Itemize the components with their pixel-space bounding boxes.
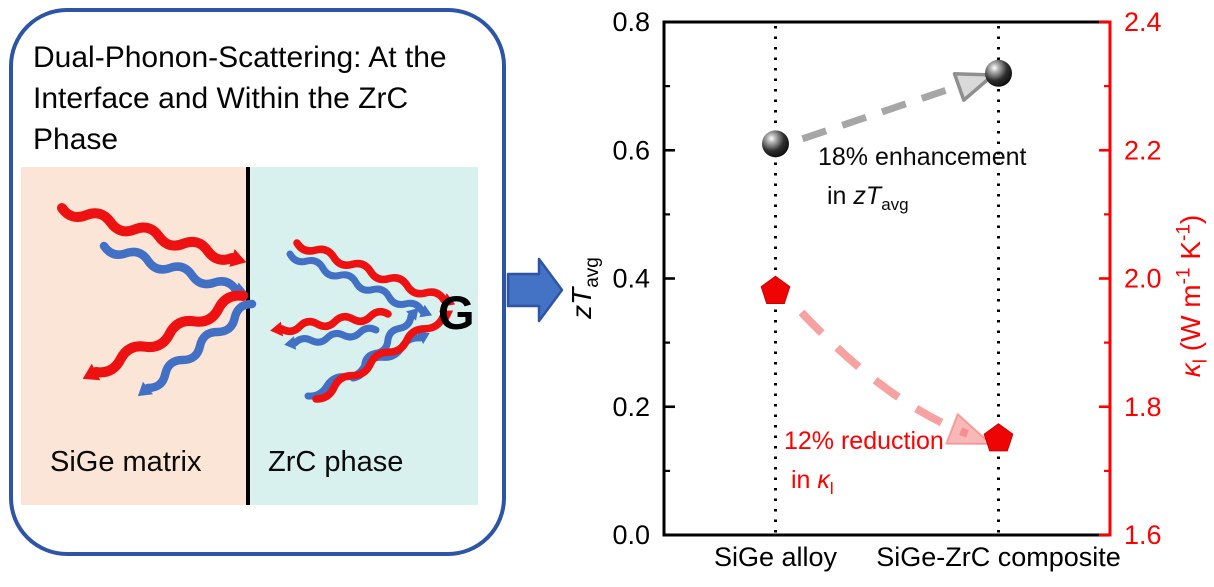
zt-data-point-0 — [762, 130, 789, 158]
y-right-axis-ticks: 1.6 1.8 2.0 2.2 2.4 — [1099, 7, 1162, 550]
kappa-annotation-line1: 12% reduction — [784, 427, 944, 455]
y-right-sup1: -1 — [1173, 267, 1195, 285]
svg-text:0.2: 0.2 — [612, 392, 650, 422]
svg-text:0.8: 0.8 — [612, 7, 650, 37]
kappa-annotation-sub: l — [829, 479, 834, 498]
y-right-subscript: l — [1190, 359, 1212, 364]
svg-text:1.6: 1.6 — [1124, 520, 1162, 550]
y-right-units2: K — [1174, 240, 1206, 268]
plot-spines — [662, 20, 1112, 537]
zt-data-point-1 — [985, 59, 1012, 87]
y-right-units: (W m — [1174, 284, 1206, 360]
y-axis-label-right: κl (W m-1 K-1) — [1174, 215, 1213, 378]
y-left-symbol: zT — [566, 287, 598, 319]
svg-text:1.8: 1.8 — [1124, 392, 1162, 422]
y-left-axis-ticks: 0.0 0.2 0.4 0.6 0.8 — [612, 7, 675, 550]
interface-line — [246, 167, 250, 505]
svg-text:SiGe alloy: SiGe alloy — [714, 542, 838, 572]
flow-arrow-icon — [506, 257, 564, 323]
kappa-annotation-line2: in κl — [791, 466, 834, 499]
kappa-annotation-symbol: κ — [817, 466, 830, 494]
svg-text:0.4: 0.4 — [612, 264, 650, 294]
sige-matrix-label: SiGe matrix — [50, 446, 202, 478]
kappa-data-point-1 — [983, 423, 1014, 452]
svg-text:2.2: 2.2 — [1124, 135, 1162, 165]
y-right-units3: ) — [1174, 214, 1206, 225]
svg-text:2.4: 2.4 — [1124, 7, 1162, 37]
zt-annotation-sub: avg — [881, 195, 909, 214]
svg-text:0.6: 0.6 — [612, 135, 650, 165]
zt-annotation-line2: in zTavg — [827, 182, 909, 215]
kappa-trend-arrow — [798, 309, 992, 445]
zt-annotation-symbol: zT — [853, 182, 882, 210]
y-axis-label-left: zTavg — [566, 257, 604, 319]
kappa-annotation-prefix: in — [791, 466, 818, 494]
g-point-label: G — [438, 286, 475, 339]
svg-text:2.0: 2.0 — [1124, 264, 1162, 294]
category-dotted-lines — [774, 26, 1000, 534]
panel-title: Dual-Phonon-Scattering: At the Interface… — [33, 41, 447, 156]
zt-annotation-line1: 18% enhancement — [818, 143, 1027, 171]
svg-text:0.0: 0.0 — [612, 520, 650, 550]
y-left-subscript: avg — [581, 257, 603, 288]
zt-annotation-prefix: in — [827, 182, 854, 210]
kappa-data-point-0 — [760, 275, 791, 304]
zrc-phase-label: ZrC phase — [268, 446, 404, 478]
y-right-symbol: κ — [1174, 363, 1206, 378]
svg-text:SiGe-ZrC composite: SiGe-ZrC composite — [876, 542, 1121, 572]
y-right-sup2: -1 — [1173, 224, 1195, 241]
zt-trend-arrow — [801, 72, 995, 143]
x-category-labels: SiGe alloy SiGe-ZrC composite — [714, 542, 1121, 572]
